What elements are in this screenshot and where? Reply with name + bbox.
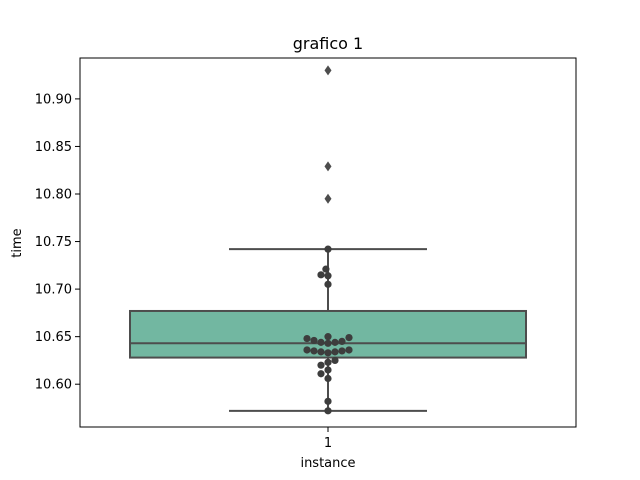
y-tick-label: 10.70 — [35, 283, 72, 298]
y-tick-label: 10.90 — [35, 92, 72, 107]
x-tick-label: 1 — [324, 436, 332, 451]
swarm-point — [345, 334, 353, 342]
swarm-point — [338, 347, 346, 355]
swarm-point — [324, 333, 332, 341]
y-tick-label: 10.80 — [35, 187, 72, 202]
x-axis-label: instance — [300, 456, 355, 471]
swarm-point — [317, 338, 325, 346]
swarm-point — [331, 348, 339, 356]
swarm-point — [324, 349, 332, 357]
swarm-point — [324, 374, 332, 383]
y-tick-label: 10.75 — [35, 235, 72, 250]
swarm-point — [303, 346, 311, 354]
swarm-point — [317, 348, 325, 356]
swarm-point — [324, 272, 332, 280]
swarm-point — [331, 338, 339, 346]
swarm-point — [338, 337, 346, 346]
swarm-point — [317, 370, 325, 378]
outlier-marker — [324, 65, 332, 76]
swarm-point — [324, 280, 332, 288]
swarm-point — [324, 366, 332, 374]
swarm-point — [322, 265, 330, 273]
y-tick-label: 10.65 — [35, 330, 72, 345]
plot-area: 10.60 10.65 10.70 10.75 10.80 10.85 10.90 1 — [35, 57, 577, 451]
swarm-point — [303, 334, 311, 343]
swarm-point — [324, 407, 332, 415]
y-tick-label: 10.85 — [35, 140, 72, 155]
y-tick-label: 10.60 — [35, 378, 72, 393]
swarm-point — [324, 245, 332, 253]
outlier-marker — [324, 193, 332, 204]
swarm-point — [317, 361, 325, 369]
swarm-point — [324, 339, 332, 347]
swarm-point — [310, 336, 318, 345]
swarm-point — [324, 397, 332, 405]
swarm-point — [317, 271, 325, 279]
swarm-point — [324, 358, 332, 366]
swarm-point — [345, 346, 353, 354]
chart-title: grafico 1 — [293, 34, 363, 53]
swarm-point — [331, 356, 339, 365]
y-axis-label: time — [10, 228, 25, 257]
swarm-point — [310, 347, 318, 355]
outlier-marker — [324, 161, 332, 172]
